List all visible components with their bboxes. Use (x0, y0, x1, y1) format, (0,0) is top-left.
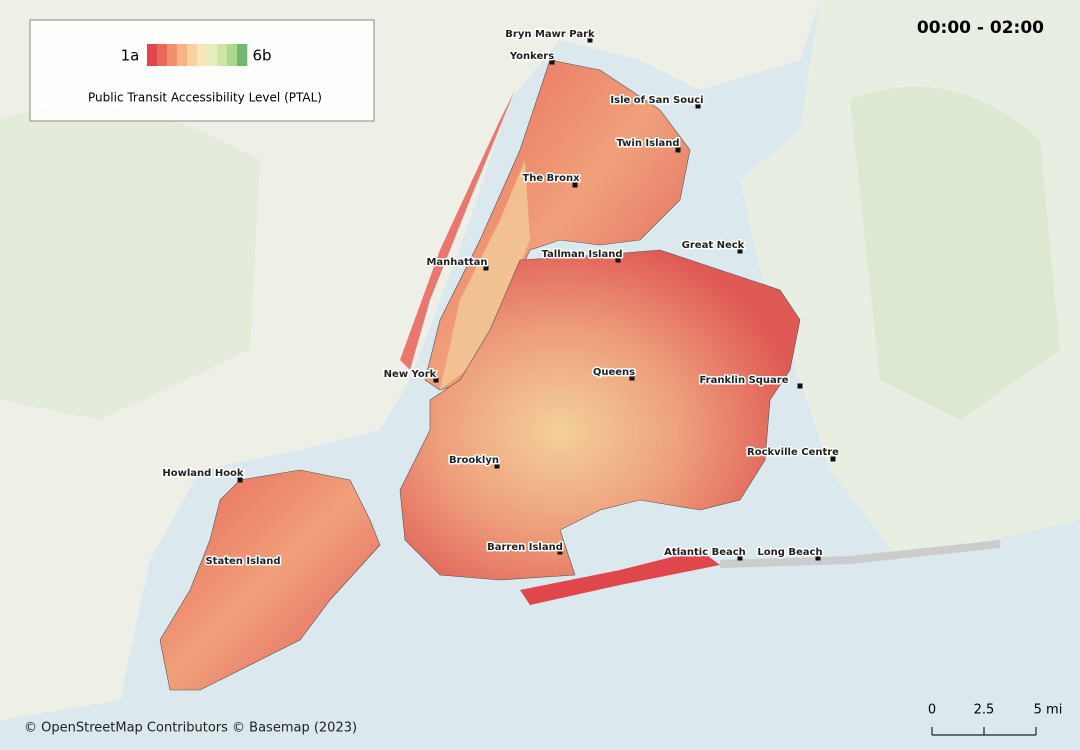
staten-island (159, 469, 381, 691)
place-label: Isle of San Souci (610, 95, 703, 106)
legend-swatch (197, 44, 208, 66)
legend-swatch (167, 44, 178, 66)
legend-swatch (207, 44, 218, 66)
place-marker (737, 248, 743, 254)
legend-swatch (147, 44, 158, 66)
queens-brooklyn (399, 249, 801, 581)
legend-swatch (217, 44, 228, 66)
place-marker (797, 383, 803, 389)
place-label: Barren Island (487, 542, 563, 553)
place-label: Bryn Mawr Park (505, 29, 595, 40)
place-marker (483, 265, 489, 271)
place-label: Tallman Island (541, 249, 622, 260)
scale-label: 0 (928, 703, 936, 718)
place-marker (830, 456, 836, 462)
legend-swatch (177, 44, 188, 66)
place-label: The Bronx (522, 173, 580, 184)
legend-max-label: 6b (252, 47, 271, 65)
place-label: Great Neck (682, 240, 745, 251)
manhattan-core (440, 160, 530, 390)
long-beach-strip (720, 540, 1000, 568)
legend-swatches (147, 44, 248, 66)
place-marker (494, 463, 500, 469)
place-label: New York (384, 369, 437, 380)
place-label: Twin Island (616, 138, 679, 149)
place-marker (273, 559, 279, 565)
legend-swatch (237, 44, 248, 66)
places: Bryn Mawr Park Yonkers Isle of San Souci Tw… (161, 28, 841, 569)
legend-swatch (157, 44, 168, 66)
woodland (850, 86, 1060, 421)
place-label: Rockville Centre (747, 447, 839, 458)
place-marker (737, 555, 743, 561)
place-marker (557, 549, 563, 555)
woodland (0, 106, 260, 421)
attribution: © OpenStreetMap Contributors © Basemap (… (24, 721, 357, 736)
rockaway (520, 550, 720, 605)
place-marker (237, 477, 243, 483)
place-marker (675, 147, 681, 153)
place-marker (695, 103, 701, 109)
legend-swatch (187, 44, 198, 66)
scale-bar: 0 2.5 5 mi (928, 703, 1062, 736)
place-marker (629, 375, 635, 381)
scale-label: 2.5 (974, 703, 995, 718)
place-label: Atlantic Beach (664, 547, 746, 558)
nj-shore (400, 90, 515, 370)
place-label: Franklin Square (699, 375, 788, 386)
legend-title: Public Transit Accessibility Level (PTAL… (88, 91, 322, 105)
place-label: Yonkers (509, 51, 554, 62)
place-marker (549, 59, 555, 65)
legend-box (29, 19, 375, 122)
place-label: Manhattan (426, 257, 487, 268)
place-marker (815, 555, 821, 561)
scale-label: 5 mi (1034, 703, 1063, 718)
place-label: Long Beach (757, 547, 822, 558)
place-label: Howland Hook (162, 468, 244, 479)
legend-min-label: 1a (121, 47, 140, 65)
legend-swatch (227, 44, 238, 66)
place-label: Queens (593, 367, 635, 378)
time-title: 00:00 - 02:00 (917, 18, 1044, 38)
place-marker (587, 37, 593, 43)
place-marker (615, 257, 621, 263)
place-marker (572, 182, 578, 188)
place-label: Staten Island (205, 556, 280, 567)
place-label: Brooklyn (449, 455, 499, 466)
place-marker (433, 377, 439, 383)
